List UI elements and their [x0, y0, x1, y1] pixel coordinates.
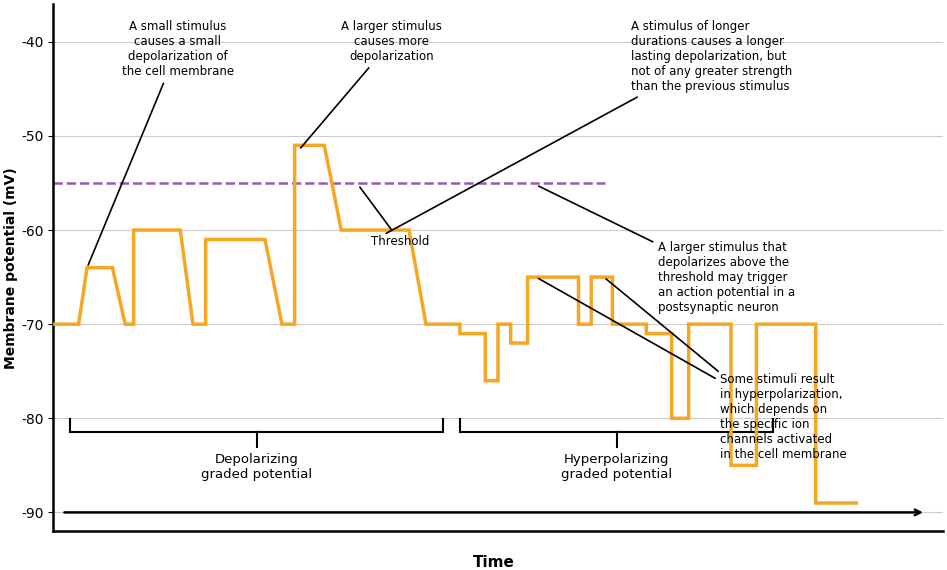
- Text: Time: Time: [473, 555, 515, 570]
- Text: Depolarizing
graded potential: Depolarizing graded potential: [201, 453, 313, 481]
- Text: Threshold: Threshold: [360, 187, 429, 248]
- Text: A larger stimulus
causes more
depolarization: A larger stimulus causes more depolariza…: [301, 20, 441, 148]
- Text: A larger stimulus that
depolarizes above the
threshold may trigger
an action pot: A larger stimulus that depolarizes above…: [539, 186, 795, 314]
- Y-axis label: Membrane potential (mV): Membrane potential (mV): [4, 167, 18, 369]
- Text: Hyperpolarizing
graded potential: Hyperpolarizing graded potential: [561, 453, 672, 481]
- Text: A stimulus of longer
durations causes a longer
lasting depolarization, but
not o: A stimulus of longer durations causes a …: [386, 20, 793, 234]
- Text: A small stimulus
causes a small
depolarization of
the cell membrane: A small stimulus causes a small depolari…: [88, 20, 234, 265]
- Text: Some stimuli result
in hyperpolarization,
which depends on
the specific ion
chan: Some stimuli result in hyperpolarization…: [539, 279, 848, 461]
